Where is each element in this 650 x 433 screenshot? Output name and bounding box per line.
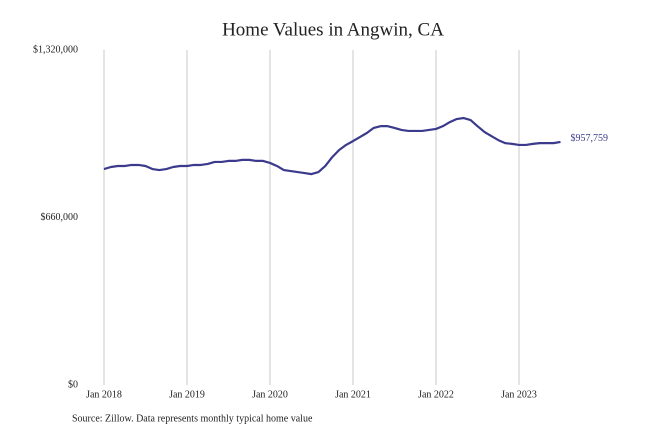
y-tick-label: $660,000 xyxy=(41,212,79,223)
x-tick-label: Jan 2019 xyxy=(169,389,205,400)
y-tick-label: $1,320,000 xyxy=(33,44,78,55)
x-tick-label: Jan 2018 xyxy=(86,389,122,400)
source-note: Source: Zillow. Data represents monthly … xyxy=(72,413,313,424)
data-line xyxy=(103,116,561,176)
y-tick-label: $0 xyxy=(68,379,78,390)
x-tick-label: Jan 2020 xyxy=(252,389,288,400)
x-tick-label: Jan 2021 xyxy=(335,389,371,400)
value-label: $957,759 xyxy=(571,133,609,144)
x-tick-label: Jan 2022 xyxy=(418,389,454,400)
x-tick-label: Jan 2023 xyxy=(501,389,537,400)
chart-title: Home Values in Angwin, CA xyxy=(222,19,444,40)
